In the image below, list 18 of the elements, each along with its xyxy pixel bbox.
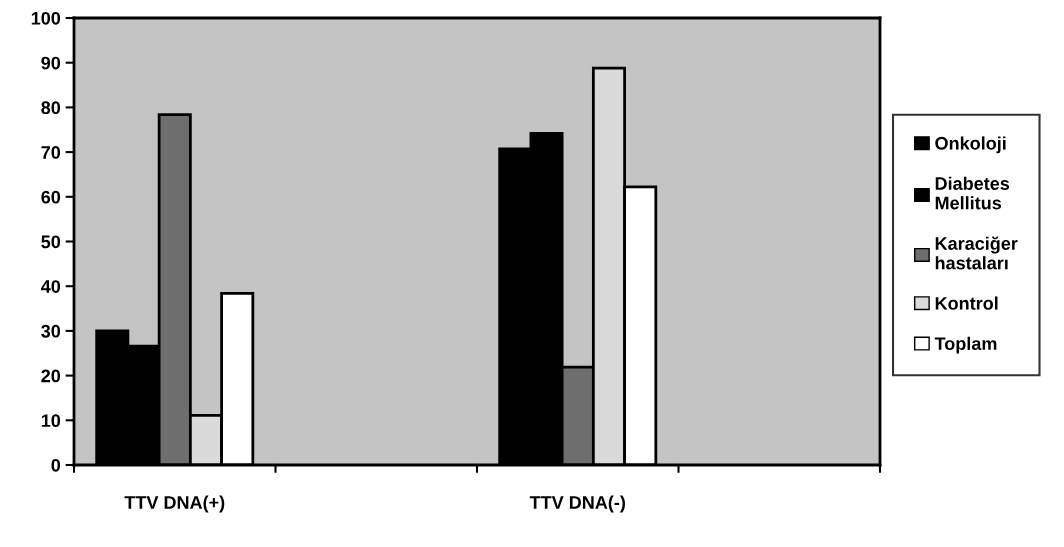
y-tick-label: 30 [41, 324, 61, 338]
x-tick-label: TTV DNA(-) [529, 495, 625, 513]
legend-label: Kontrol [935, 296, 998, 310]
y-tick-label: 0 [51, 458, 61, 472]
legend-label: Karaciğer hastaları [935, 236, 1018, 270]
legend-label: Toplam [934, 336, 997, 354]
y-tick-label: 90 [41, 56, 61, 70]
x-tick-label: TTV DNA(+) [124, 495, 225, 513]
y-tick-label: 10 [41, 414, 61, 428]
y-tick-label: 80 [41, 101, 61, 115]
y-tick-label: 70 [41, 146, 61, 159]
legend-label: Diabetes Mellitus [935, 176, 1010, 210]
y-tick-label: 50 [41, 235, 61, 249]
y-tick-label: 20 [41, 369, 61, 383]
y-tick-label: 60 [41, 190, 61, 204]
y-tick-label: 100 [31, 11, 61, 25]
legend-label: Onkoloji [935, 136, 1006, 154]
y-tick-label: 40 [41, 280, 61, 293]
